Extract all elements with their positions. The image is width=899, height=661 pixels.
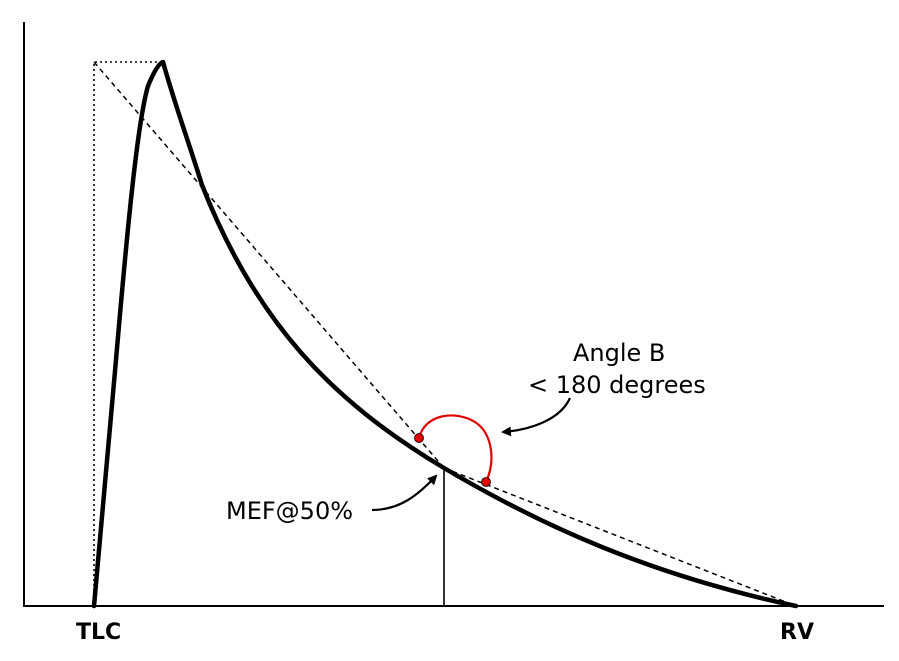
angle-b-dot-right — [481, 477, 491, 487]
angle-b-dot-left — [414, 433, 424, 443]
angle-b-annotation-line2: < 180 degrees — [528, 371, 706, 399]
flow-volume-curve — [91, 59, 799, 609]
mef-annotation: MEF@50% — [226, 497, 354, 525]
peak-dotted-box — [93, 61, 163, 606]
angle-b-arc — [417, 414, 493, 483]
dashed-line-lower — [443, 467, 797, 607]
mef-arrow — [371, 474, 438, 512]
x-label-rv: RV — [780, 620, 814, 645]
angle-b-annotation-line1: Angle B — [573, 339, 666, 367]
angle-b-arrow — [501, 397, 572, 437]
dashed-line-upper — [93, 61, 445, 469]
x-label-tlc: TLC — [76, 620, 122, 645]
